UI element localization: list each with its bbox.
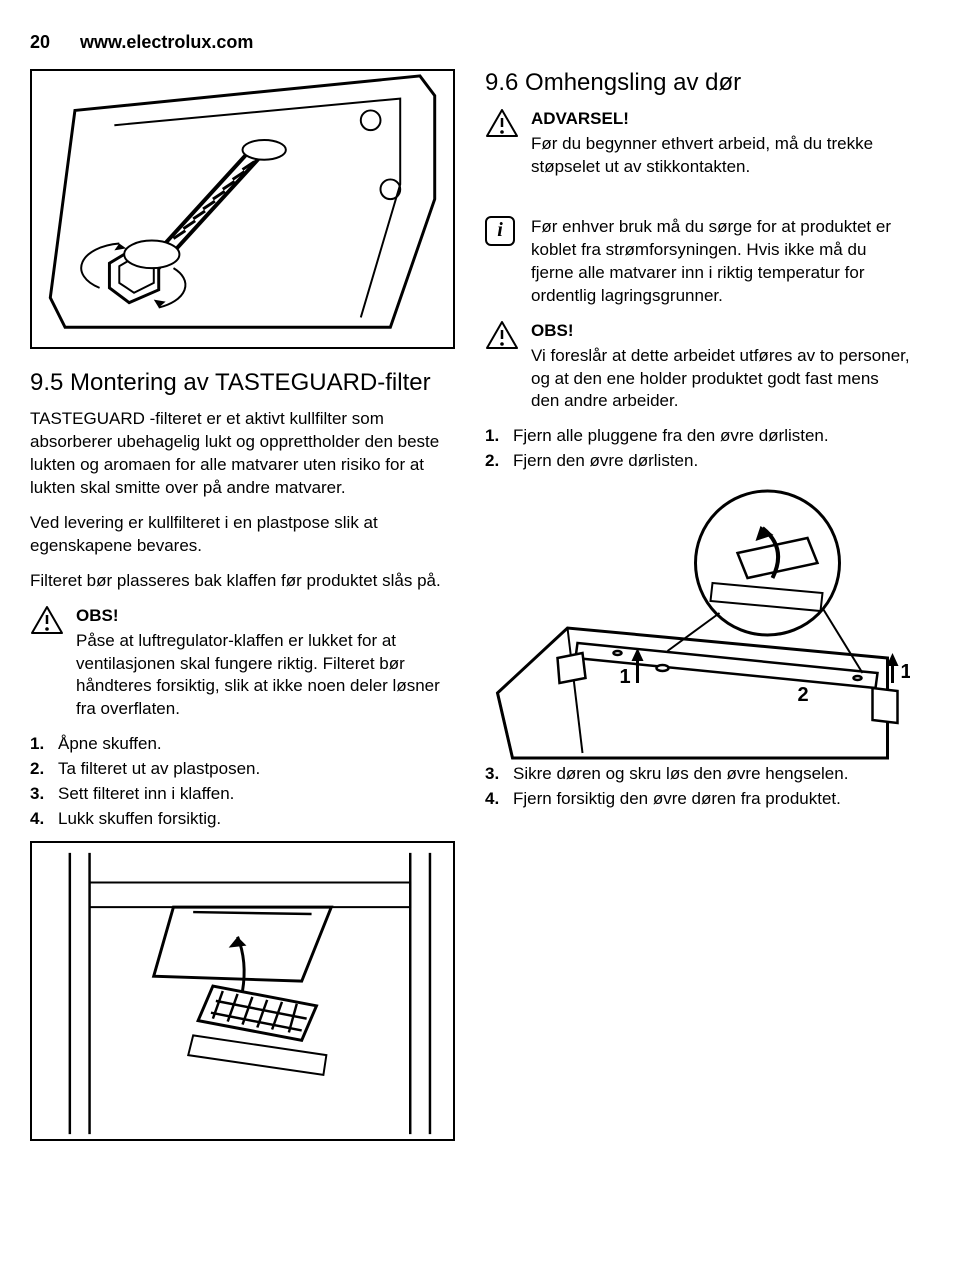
obs-body-left: OBS! Påse at luftregulator-klaffen er lu… — [76, 605, 455, 722]
label-1b: 1 — [901, 661, 911, 683]
advarsel-callout: ADVARSEL! Før du begynner ethvert arbeid… — [485, 108, 910, 179]
obs-text-right: Vi foreslår at dette arbeidet utføres av… — [531, 345, 910, 414]
obs-body-right: OBS! Vi foreslår at dette arbeidet utfør… — [531, 320, 910, 414]
section-9-5-title: 9.5 Montering av TASTEGUARD-filter — [30, 369, 455, 398]
step-4-right: Fjern forsiktig den øvre døren fra produ… — [485, 788, 910, 811]
step-3-left: Sett filteret inn i klaffen. — [30, 783, 455, 806]
two-column-layout: 9.5 Montering av TASTEGUARD-filter TASTE… — [30, 69, 910, 1141]
step-1-right: Fjern alle pluggene fra den øvre dørlist… — [485, 425, 910, 448]
advarsel-body: ADVARSEL! Før du begynner ethvert arbeid… — [531, 108, 910, 179]
warning-icon — [485, 320, 519, 350]
step-1-left: Åpne skuffen. — [30, 733, 455, 756]
step-2-left: Ta filteret ut av plastposen. — [30, 758, 455, 781]
obs-callout-right: OBS! Vi foreslår at dette arbeidet utfør… — [485, 320, 910, 414]
step-3-right: Sikre døren og skru løs den øvre hengsel… — [485, 763, 910, 786]
site-url: www.electrolux.com — [80, 30, 253, 54]
step-2-right: Fjern den øvre dørlisten. — [485, 450, 910, 473]
para-filter-desc: TASTEGUARD -filteret er et aktivt kullfi… — [30, 408, 455, 500]
label-1: 1 — [620, 666, 631, 688]
section-9-6-title: 9.6 Omhengsling av dør — [485, 69, 910, 98]
warning-icon — [485, 108, 519, 138]
warning-icon — [30, 605, 64, 635]
advarsel-text: Før du begynner ethvert arbeid, må du tr… — [531, 133, 910, 179]
left-column: 9.5 Montering av TASTEGUARD-filter TASTE… — [30, 69, 455, 1141]
steps-right-1: Fjern alle pluggene fra den øvre dørlist… — [485, 425, 910, 473]
info-icon: i — [485, 216, 519, 246]
steps-right-2: Sikre døren og skru løs den øvre hengsel… — [485, 763, 910, 811]
steps-left: Åpne skuffen. Ta filteret ut av plastpos… — [30, 733, 455, 831]
page-number: 20 — [30, 30, 50, 54]
obs-title-right: OBS! — [531, 320, 910, 343]
advarsel-title: ADVARSEL! — [531, 108, 910, 131]
para-filter-delivery: Ved levering er kullfilteret i en plastp… — [30, 512, 455, 558]
label-2: 2 — [798, 684, 809, 706]
info-callout: i Før enhver bruk må du sørge for at pro… — [485, 216, 910, 308]
obs-text-left: Påse at luftregulator-klaffen er lukket … — [76, 630, 455, 722]
obs-title-left: OBS! — [76, 605, 455, 628]
figure-filter-drawer — [30, 841, 455, 1141]
step-4-left: Lukk skuffen forsiktig. — [30, 808, 455, 831]
figure-screw-bracket — [30, 69, 455, 349]
info-body: Før enhver bruk må du sørge for at produ… — [531, 216, 910, 308]
figure-door-strip: 1 2 1 — [485, 483, 910, 763]
page-header: 20 www.electrolux.com — [30, 30, 910, 54]
para-filter-place: Filteret bør plasseres bak klaffen før p… — [30, 570, 455, 593]
right-column: 9.6 Omhengsling av dør ADVARSEL! Før du … — [485, 69, 910, 1141]
obs-callout-left: OBS! Påse at luftregulator-klaffen er lu… — [30, 605, 455, 722]
info-text: Før enhver bruk må du sørge for at produ… — [531, 216, 910, 308]
